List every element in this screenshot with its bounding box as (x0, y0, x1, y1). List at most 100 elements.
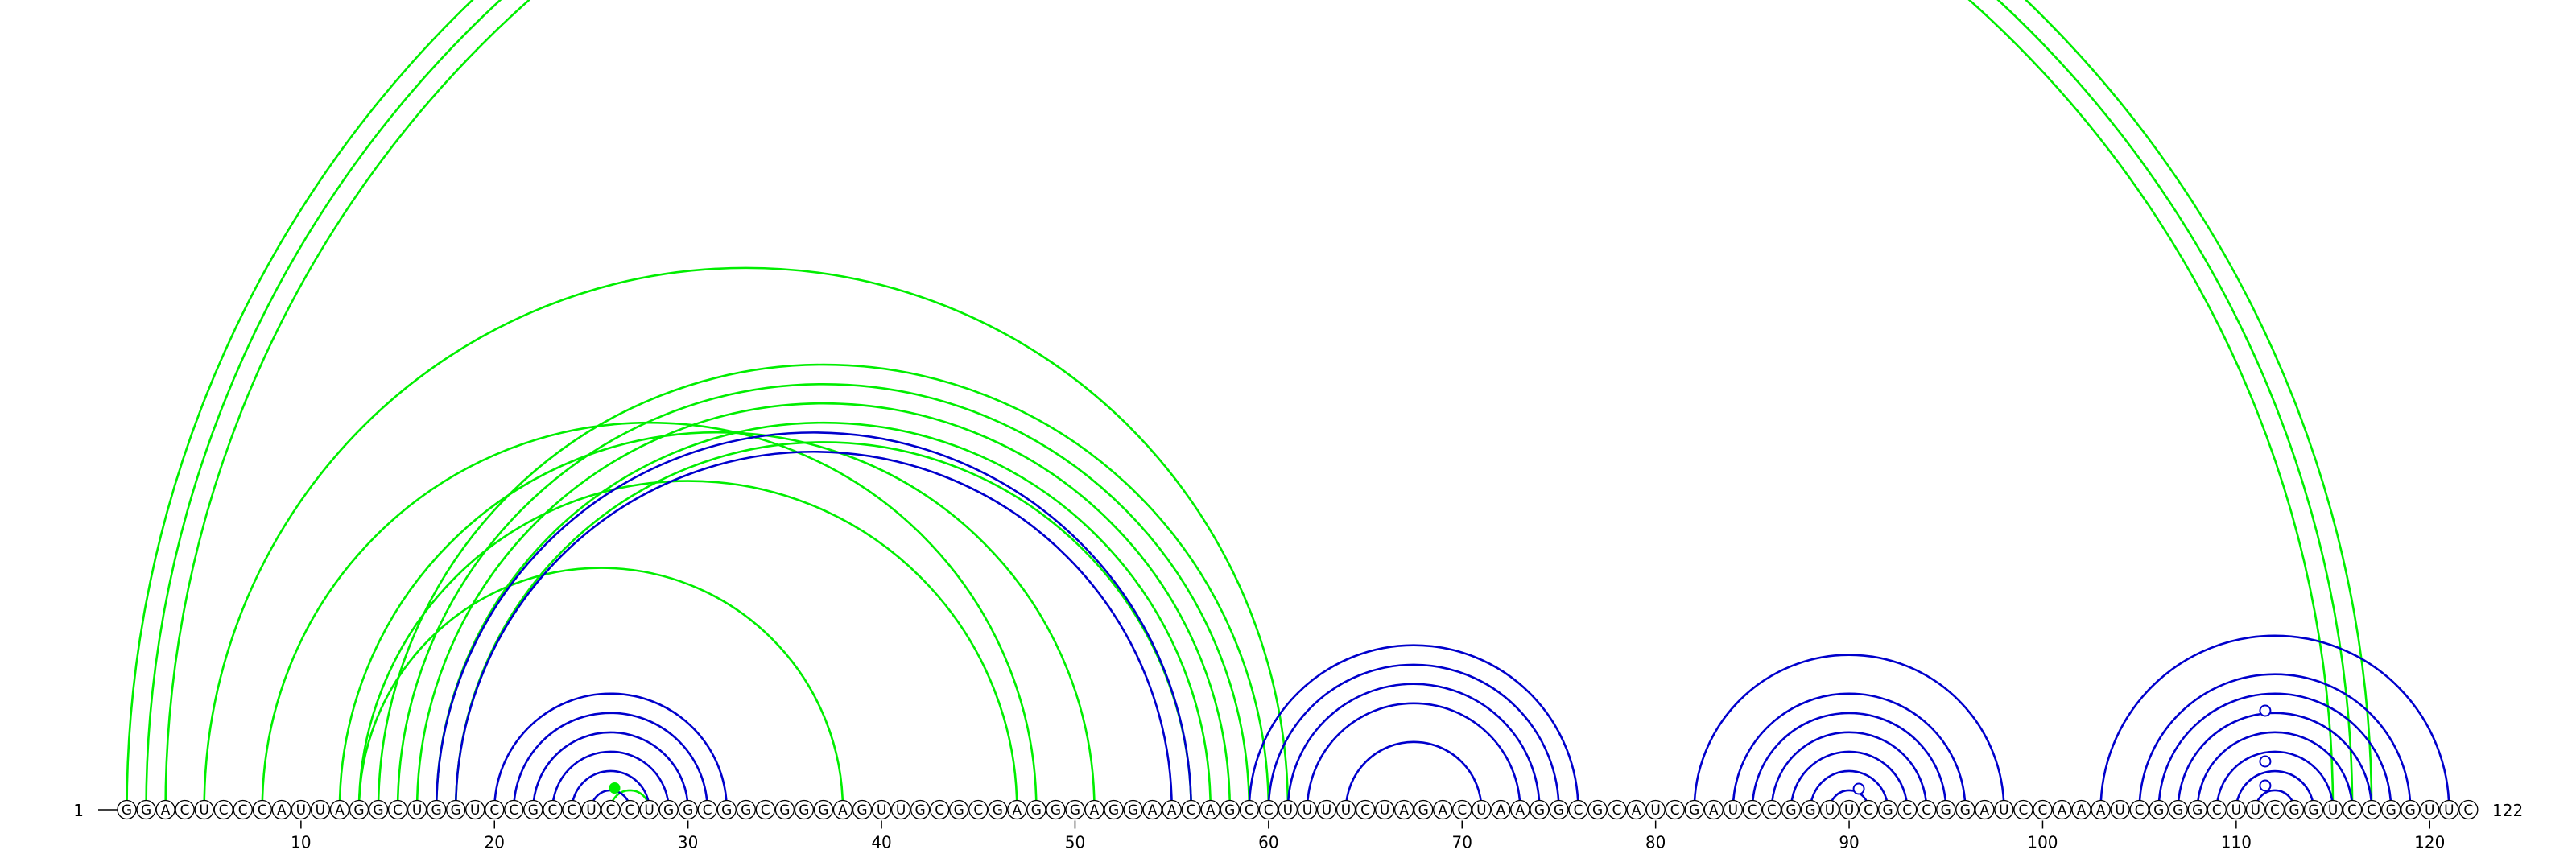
nucleotide-circle (271, 799, 291, 820)
nucleotide-letter: G (1785, 802, 1796, 819)
nucleotide-circle (1761, 799, 1782, 820)
nucleotide-circle (2110, 799, 2130, 820)
nucleotide-circle (1278, 799, 1298, 820)
nucleotide: U (1723, 799, 1743, 820)
nucleotide-letter: C (489, 802, 499, 819)
nucleotide-letter: A (838, 802, 848, 819)
nucleotide: A (1007, 799, 1027, 820)
nucleotide-circle (1026, 799, 1046, 820)
nucleotide: G (1123, 799, 1143, 820)
nucleotide-letter: U (2328, 802, 2338, 819)
nucleotide-circle (2071, 799, 2091, 820)
arc-blue-61-74 (1286, 683, 1541, 811)
nucleotide: A (1200, 799, 1220, 820)
nucleotide-circle (2303, 799, 2324, 820)
arc-blue-85-95 (1751, 712, 1947, 811)
nucleotide-letter: G (451, 802, 461, 819)
nucleotide-circle (485, 799, 505, 820)
nucleotide-letter: A (1709, 802, 1719, 819)
nucleotide: G (988, 799, 1008, 820)
nucleotide-circle (2439, 799, 2459, 820)
nucleotide-letter: G (779, 802, 790, 819)
nucleotide: G (1549, 799, 1569, 820)
nucleotide: A (155, 799, 175, 820)
nucleotide: G (2149, 799, 2169, 820)
nucleotide-letter: U (316, 802, 325, 819)
nucleotide-letter: C (973, 802, 983, 819)
nucleotide-circle (1181, 799, 1201, 820)
nucleotide: C (1897, 799, 1918, 820)
nucleotide-letter: G (122, 802, 132, 819)
arc-blue-64-71 (1344, 740, 1483, 811)
nucleotide: A (1433, 799, 1453, 820)
nucleotide-circle (988, 799, 1008, 820)
nucleotide-letter: A (2096, 802, 2106, 819)
nucleotide-letter: A (1516, 802, 1525, 819)
nucleotide-letter: A (1167, 802, 1177, 819)
nucleotide-circle (310, 799, 331, 820)
nucleotide-letter: C (509, 802, 518, 819)
nucleotide-letter: C (2018, 802, 2028, 819)
nucleotide: G (910, 799, 931, 820)
nucleotide-letter: G (353, 802, 364, 819)
nucleotide-letter: U (2425, 802, 2434, 819)
tick-label: 30 (678, 833, 698, 852)
nucleotide: C (2458, 799, 2479, 820)
nucleotide: G (774, 799, 795, 820)
nucleotide: U (2226, 799, 2247, 820)
nucleotide: G (2401, 799, 2421, 820)
hollow-pair-marker (2259, 755, 2272, 768)
nucleotide: C (175, 799, 195, 820)
nucleotide-circle (2168, 799, 2188, 820)
arc-green-3-115 (164, 0, 2334, 811)
nucleotide-letter: G (2173, 802, 2183, 819)
nucleotide: G (1046, 799, 1066, 820)
tick-label: 20 (485, 833, 505, 852)
nucleotide-circle (832, 799, 853, 820)
nucleotide-circle (1858, 799, 1879, 820)
nucleotide-circle (213, 799, 233, 820)
nucleotide: U (2420, 799, 2440, 820)
nucleotide: C (1761, 799, 1782, 820)
nucleotide-circle (2129, 799, 2149, 820)
nucleotide-circle (1800, 799, 1821, 820)
nucleotide-circle (1877, 799, 1898, 820)
arc-blue-23-29 (551, 750, 670, 811)
nucleotide-circle (1665, 799, 1685, 820)
arc-blue-21-31 (513, 712, 708, 811)
nucleotide: G (658, 799, 679, 820)
nucleotide: U (1374, 799, 1395, 820)
nucleotide: A (1491, 799, 1511, 820)
nucleotide-letter: U (470, 802, 480, 819)
nucleotide: U (2439, 799, 2459, 820)
nucleotide: G (2381, 799, 2401, 820)
nucleotide-circle (1452, 799, 1472, 820)
arc-blue-87-93 (1790, 750, 1909, 811)
nucleotide: G (1684, 799, 1704, 820)
nucleotide: A (271, 799, 291, 820)
nucleotide-letter: C (2038, 802, 2048, 819)
nucleotide: C (1858, 799, 1879, 820)
nucleotide-letter: G (1051, 802, 1061, 819)
nucleotide: U (1278, 799, 1298, 820)
nucleotide: G (1220, 799, 1240, 820)
nucleotide: G (523, 799, 543, 820)
nucleotide-circle (1065, 799, 1085, 820)
nucleotide-letter: C (1748, 802, 1757, 819)
nucleotide-circle (2187, 799, 2207, 820)
arc-green-1-117 (126, 0, 2373, 811)
nucleotide-circle (871, 799, 892, 820)
nucleotide-letter: C (625, 802, 635, 819)
nucleotide: G (2303, 799, 2324, 820)
nucleotide: A (2071, 799, 2091, 820)
nucleotide-letter: G (683, 802, 693, 819)
nucleotide: G (794, 799, 815, 820)
nucleotide-letter: A (1090, 802, 1100, 819)
nucleotide-letter: G (1418, 802, 1429, 819)
nucleotide-letter: U (1844, 802, 1854, 819)
nucleotide-circle (910, 799, 931, 820)
nucleotide-circle (291, 799, 312, 820)
nucleotide-letter: G (1689, 802, 1699, 819)
nucleotide-circle (697, 799, 717, 820)
